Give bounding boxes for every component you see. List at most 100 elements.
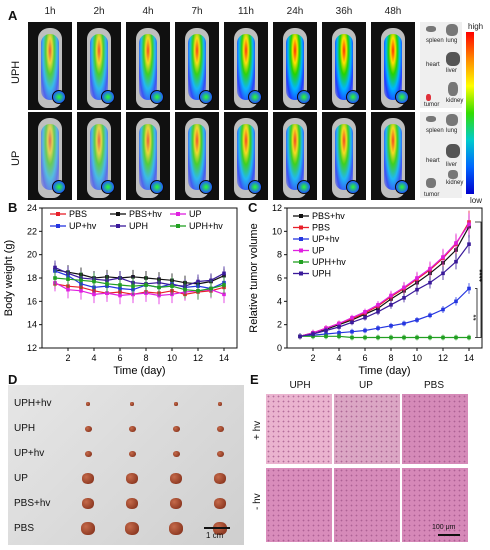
organ-label-tumor: tumor — [424, 102, 440, 108]
significance-bracket-inner — [475, 288, 478, 338]
series-line — [299, 243, 470, 337]
he-row-plus: + hv — [252, 420, 263, 440]
scale-bar-d — [204, 527, 230, 529]
he-col-uph: UPH — [289, 380, 311, 391]
data-point — [196, 289, 200, 293]
organ-label-heart-up: heart — [426, 158, 440, 164]
tumor-group-label: PBS — [14, 523, 35, 534]
mouse-fluorescence-image — [28, 22, 72, 110]
scale-label-e: 100 μm — [432, 524, 456, 531]
data-point — [222, 283, 226, 287]
y-tick-label: 12 — [27, 343, 37, 353]
legend-marker — [299, 271, 303, 276]
legend-label: UPH — [129, 221, 148, 231]
y-tick-label: 4 — [277, 296, 282, 306]
tumor-specimen — [82, 498, 94, 509]
intensity-colorbar — [466, 32, 474, 194]
data-point — [363, 335, 367, 340]
x-tick-label: 8 — [388, 353, 393, 363]
data-point — [350, 335, 354, 340]
organ-label-lung-up: lung — [446, 128, 458, 134]
mouse-fluorescence-image — [126, 22, 170, 110]
data-point — [454, 241, 458, 245]
time-label: 4h — [142, 6, 154, 17]
x-tick-label: 10 — [167, 353, 177, 363]
tumor-specimen — [216, 450, 224, 457]
mouse-fluorescence-image — [273, 22, 317, 110]
he-image-up-plus — [334, 394, 400, 464]
data-point — [92, 292, 96, 297]
legend-marker — [176, 212, 180, 216]
data-point — [441, 307, 445, 312]
panel-label-c: C — [248, 200, 258, 215]
legend-marker — [56, 224, 60, 228]
data-point — [79, 289, 83, 293]
colorbar-high-label: high — [468, 22, 484, 31]
time-label: 48h — [384, 6, 402, 17]
series-line — [54, 269, 225, 285]
legend-marker — [56, 212, 60, 216]
data-point — [363, 310, 367, 314]
data-point — [376, 310, 380, 314]
y-axis-label: Body weight (g) — [3, 240, 15, 316]
time-label: 7h — [191, 6, 203, 17]
he-row-plus-wrap: + hv — [252, 410, 264, 460]
data-point — [454, 335, 458, 340]
data-point — [415, 335, 419, 340]
he-image-uph-minus — [266, 468, 332, 542]
row-label-up-wrap: UP — [10, 120, 24, 200]
data-point — [209, 286, 213, 291]
tumor-group-label: UPH+hv — [14, 398, 52, 409]
row-label-uph-wrap: UPH — [10, 34, 24, 114]
tumor-specimen — [126, 473, 138, 484]
legend-marker — [299, 237, 303, 241]
organ-label-liver: liver — [446, 68, 458, 74]
tumor-group-label: UP — [14, 473, 28, 484]
data-point — [324, 328, 328, 333]
data-point — [363, 328, 367, 333]
legend-label: UP+hv — [312, 234, 340, 244]
data-point — [118, 293, 122, 298]
data-point — [467, 286, 471, 291]
data-point — [415, 318, 419, 322]
he-row-minus: - hv — [252, 493, 263, 510]
time-label: 1h — [44, 6, 56, 17]
organ-label-liver-up: liver — [446, 162, 458, 168]
time-label: 2h — [93, 6, 105, 17]
tumor-photo: 1 cm — [8, 385, 244, 545]
data-point — [441, 271, 445, 276]
organs-up: spleen lung heart liver kidney tumor — [420, 112, 463, 198]
data-point — [389, 293, 393, 298]
he-image-uph-plus — [266, 394, 332, 464]
y-tick-label: 6 — [277, 273, 282, 283]
data-point — [454, 299, 458, 304]
data-point — [350, 320, 354, 325]
data-point — [428, 266, 432, 271]
tumor-volume-chart: 2 4 6 8 10 12 14 0 2 4 6 8 10 12 Time (day) Relative tu… — [248, 203, 487, 377]
legend-label: UPH — [312, 269, 331, 279]
tumor-specimen — [214, 473, 226, 484]
tumor-group-label: UPH — [14, 423, 36, 434]
organ-label-lung: lung — [446, 38, 458, 44]
data-point — [389, 335, 393, 340]
x-tick-label: 14 — [464, 353, 474, 363]
data-point — [467, 335, 471, 340]
legend-marker — [299, 260, 303, 264]
panel-label-e: E — [250, 372, 259, 387]
scale-bar-e — [438, 534, 460, 536]
mouse-fluorescence-image — [175, 22, 219, 110]
x-tick-label: 8 — [143, 353, 148, 363]
series-line — [54, 277, 225, 292]
data-point — [53, 276, 57, 280]
legend-label: PBS — [69, 209, 87, 219]
legend-label: PBS+hv — [312, 211, 345, 221]
row-label-uph: UPH — [10, 60, 22, 84]
data-point — [324, 334, 328, 339]
data-point — [105, 291, 109, 295]
mouse-fluorescence-image — [224, 112, 268, 200]
x-tick-label: 6 — [117, 353, 122, 363]
data-point — [402, 285, 406, 290]
x-axis-label: Time (day) — [113, 365, 165, 377]
y-tick-label: 2 — [277, 320, 282, 330]
